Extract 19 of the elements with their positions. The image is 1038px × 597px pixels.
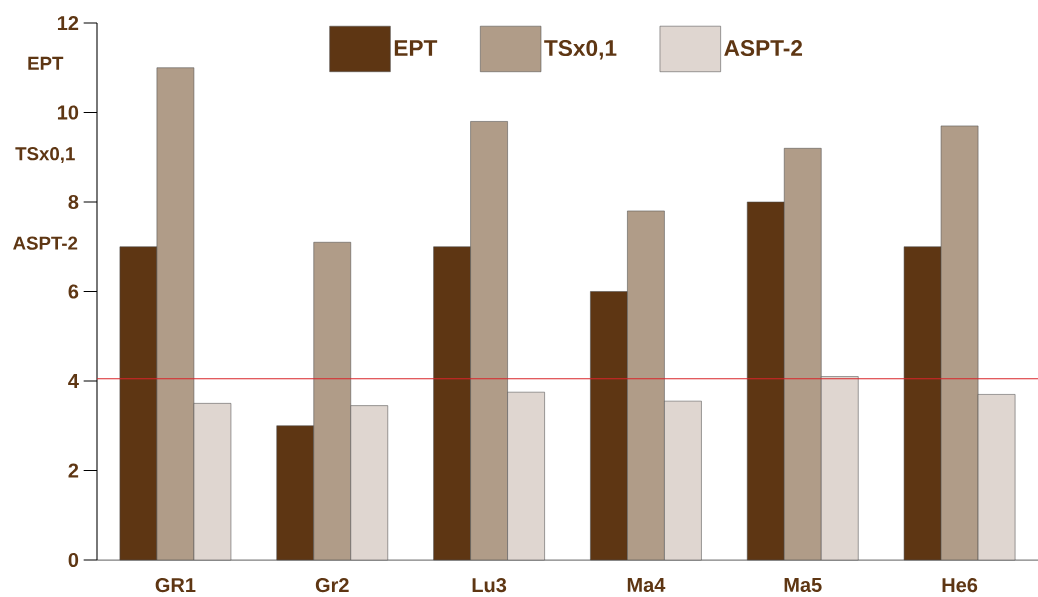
x-tick-label: He6	[942, 578, 978, 593]
legend-label: TSx0,1	[544, 40, 617, 60]
text: TSx0,1	[15, 147, 75, 164]
y-tick-label: 0	[68, 552, 79, 568]
x-tick-label: Lu3	[472, 578, 507, 593]
y-tick-label: 6	[68, 284, 79, 299]
y-tick-label: 4	[68, 374, 79, 388]
x-tick-label: GR1	[155, 578, 196, 593]
legend-label: EPT	[394, 40, 438, 56]
text: ASPT-2	[13, 236, 78, 250]
x-tick-label: Gr2	[315, 578, 349, 593]
y-tick-label: 8	[68, 194, 79, 210]
y-tick-label: 2	[68, 463, 79, 478]
x-tick-label: Ma4	[627, 578, 666, 592]
y-tick-label: 12	[57, 16, 79, 30]
y-tick-label: 10	[57, 105, 79, 120]
legend-label: ASPT-2	[724, 40, 803, 57]
x-tick-label: Ma5	[784, 578, 822, 592]
text: EPT	[28, 56, 64, 70]
